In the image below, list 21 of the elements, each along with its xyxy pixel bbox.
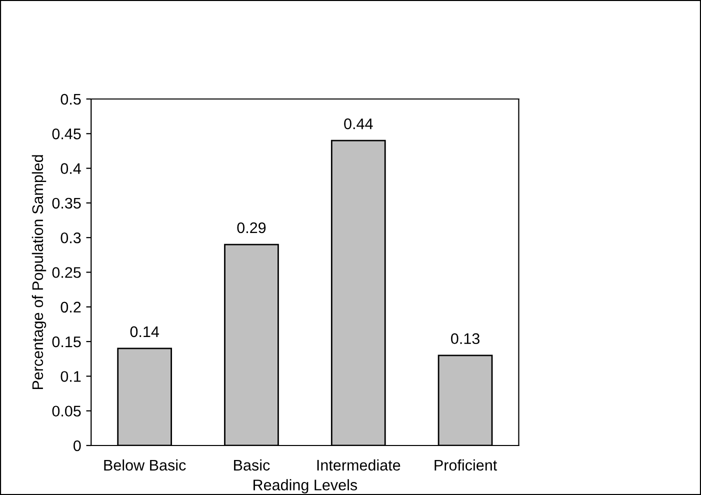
x-axis-title: Reading Levels (254, 479, 358, 494)
y-tick-label: 0.25 (52, 267, 81, 278)
y-tick-label: 0.2 (60, 302, 81, 313)
data-label: 0.14 (130, 326, 160, 338)
y-tick-label: 0.15 (52, 336, 81, 348)
data-label: 0.44 (344, 118, 373, 130)
y-tick-label: 0.5 (60, 94, 81, 105)
y-axis-title: Percentage of Population Sampled (32, 155, 46, 390)
x-tick-label: Basic (234, 459, 270, 471)
y-tick-label: 0.1 (60, 371, 81, 382)
y-tick-label: 0 (74, 440, 81, 452)
data-label: 0.13 (451, 333, 480, 344)
x-tick-label: Proficient (434, 459, 498, 471)
y-tick-label: 0.35 (52, 198, 81, 209)
y-tick-label: 0.05 (52, 406, 81, 417)
x-tick-label: Intermediate (317, 459, 400, 471)
data-label: 0.29 (237, 222, 266, 234)
y-tick-label: 0.3 (60, 232, 81, 244)
y-tick-label: 0.45 (52, 128, 81, 140)
y-tick-label: 0.4 (60, 163, 81, 174)
x-tick-label: Below Basic (104, 459, 186, 471)
